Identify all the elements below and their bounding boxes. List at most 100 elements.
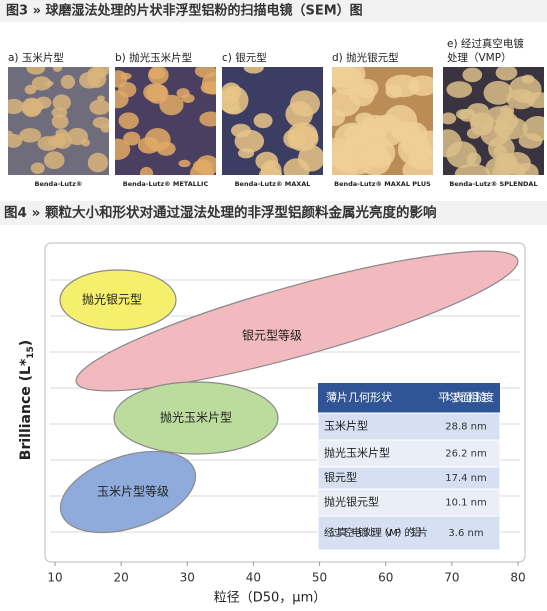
particle bbox=[462, 67, 483, 83]
x-tick-label: 50 bbox=[312, 571, 327, 585]
region bbox=[59, 269, 177, 331]
x-axis-label: 粒径（D50，μm） bbox=[214, 591, 327, 606]
y-axis-label: Brilliance (L*15) bbox=[18, 340, 36, 460]
particle bbox=[52, 94, 71, 111]
particle bbox=[332, 143, 366, 173]
particle bbox=[483, 80, 513, 105]
panel-label: e) 经过真空电镀 bbox=[447, 37, 524, 50]
table-cell: 26.2 nm bbox=[445, 449, 487, 460]
particle bbox=[243, 67, 264, 74]
x-tick-label: 30 bbox=[180, 571, 195, 585]
sem-particles bbox=[8, 67, 109, 174]
particle bbox=[87, 152, 109, 173]
table-cell: 28.8 nm bbox=[445, 422, 487, 433]
x-tick-label: 70 bbox=[444, 571, 459, 585]
particle bbox=[195, 155, 216, 175]
particle bbox=[26, 67, 46, 75]
particle bbox=[178, 159, 191, 168]
particle bbox=[19, 128, 42, 143]
table-cell: 玉米片型 bbox=[324, 419, 368, 433]
particle bbox=[495, 67, 518, 81]
particle bbox=[30, 162, 45, 174]
particle bbox=[287, 122, 318, 150]
particle bbox=[290, 90, 321, 117]
x-tick-label: 40 bbox=[246, 571, 261, 585]
table-cell: 3.6 nm bbox=[448, 528, 483, 539]
sem-particles bbox=[115, 67, 216, 175]
particle bbox=[100, 123, 109, 133]
particle bbox=[144, 127, 171, 152]
particle bbox=[89, 99, 109, 115]
particle bbox=[495, 112, 519, 131]
particle bbox=[118, 82, 137, 98]
title-band bbox=[0, 201, 547, 225]
particle bbox=[115, 138, 131, 160]
x-tick-label: 20 bbox=[114, 571, 129, 585]
particle bbox=[44, 80, 54, 87]
particle bbox=[123, 131, 141, 146]
particle bbox=[332, 109, 345, 126]
particle bbox=[8, 130, 13, 137]
sem-particles bbox=[332, 67, 433, 175]
particle bbox=[526, 92, 544, 109]
particle bbox=[143, 83, 168, 102]
table-header-cell: 平均表面粗糙度 bbox=[438, 390, 494, 404]
region bbox=[113, 381, 279, 455]
figure3-title: 图3 » 球磨湿法处理的片状非浮型铝粉的扫描电镜（SEM）图 bbox=[6, 3, 363, 19]
x-tick-label: 80 bbox=[510, 571, 525, 585]
table-cell: 17.4 nm bbox=[445, 473, 487, 484]
particle bbox=[400, 121, 428, 148]
sem-image bbox=[222, 67, 323, 175]
x-tick-label: 10 bbox=[47, 571, 62, 585]
table-row bbox=[317, 515, 501, 551]
y-axis-label-sub: 15 bbox=[26, 346, 36, 359]
panel-label: c) 银元型 bbox=[222, 51, 267, 64]
particle bbox=[120, 72, 132, 80]
particle bbox=[443, 129, 462, 158]
region bbox=[59, 450, 197, 534]
particle bbox=[51, 114, 69, 129]
region-label: 抛光玉米片型 bbox=[160, 410, 232, 425]
particle bbox=[222, 85, 249, 115]
table-cell: 抛光玉米片型 bbox=[324, 446, 390, 460]
region-label: 玉米片型等级 bbox=[97, 485, 169, 499]
panel-caption: Benda-Lutz® MAXAL bbox=[235, 180, 311, 188]
panel-label: 处理（VMP） bbox=[447, 52, 512, 64]
particle bbox=[24, 84, 37, 95]
y-axis-label-end: ) bbox=[18, 340, 34, 346]
particle bbox=[8, 98, 24, 115]
particle bbox=[48, 134, 67, 148]
y-axis-label-main: Brilliance (L* bbox=[18, 358, 34, 460]
table-header bbox=[318, 383, 500, 413]
particle bbox=[521, 74, 535, 84]
particle bbox=[466, 127, 481, 139]
particle bbox=[459, 108, 476, 122]
particle bbox=[522, 115, 544, 142]
table-header-cell: 薄片几何形状 bbox=[326, 390, 392, 404]
particle bbox=[159, 94, 184, 116]
region-label: 银元型等级 bbox=[242, 329, 302, 343]
particle bbox=[229, 106, 242, 114]
region-label: 抛光银元型 bbox=[82, 292, 142, 307]
sem-image bbox=[332, 67, 433, 175]
chart-title: 图4 » 颗粒大小和形状对通过湿法处理的非浮型铝颜料金属光亮度的影响 bbox=[4, 204, 437, 221]
particle bbox=[346, 82, 364, 94]
particle bbox=[332, 67, 347, 76]
particle bbox=[139, 166, 154, 175]
particle bbox=[8, 133, 23, 148]
table-cell: 经过真空电镀处理（VMP）的铝片 bbox=[324, 526, 428, 539]
particle bbox=[255, 151, 279, 171]
particle bbox=[283, 158, 310, 175]
table-cell: 抛光银元型 bbox=[324, 495, 379, 509]
particle bbox=[92, 67, 109, 78]
table-cell: 银元型 bbox=[324, 470, 357, 484]
particle bbox=[52, 67, 63, 72]
particle bbox=[494, 153, 518, 175]
particle bbox=[118, 112, 139, 130]
table-row bbox=[317, 412, 501, 441]
sem-particles bbox=[222, 67, 323, 175]
sem-image bbox=[8, 67, 109, 175]
table-row bbox=[317, 439, 501, 468]
